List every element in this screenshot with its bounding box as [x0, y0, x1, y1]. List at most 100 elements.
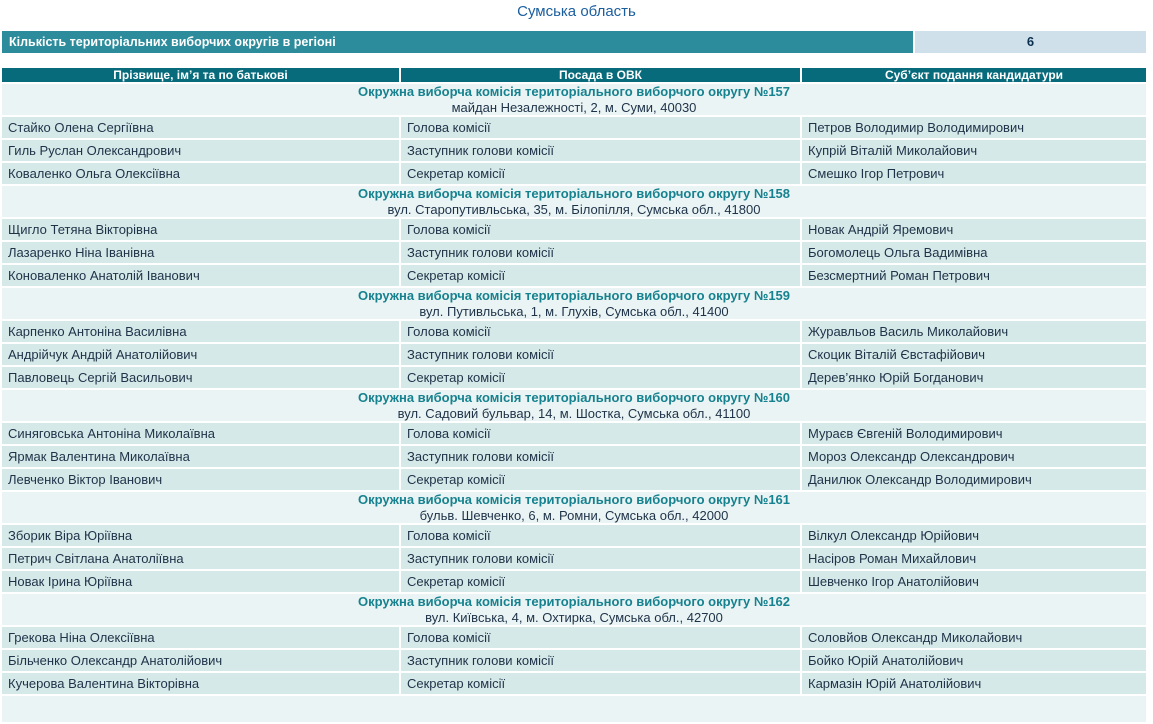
member-position-cell: Секретар комісії [401, 673, 800, 694]
district-address: майдан Незалежності, 2, м. Суми, 40030 [451, 100, 697, 115]
member-row: Павловець Сергій Васильович Секретар комі… [2, 367, 1146, 388]
member-position-cell: Голова комісії [401, 525, 800, 546]
member-row: Лазаренко Ніна Іванівна Заступник голови … [2, 242, 1146, 263]
member-row: Карпенко Антоніна Василівна Голова комісі… [2, 321, 1146, 342]
district-address: вул. Київська, 4, м. Охтирка, Сумська об… [425, 610, 723, 625]
member-name-cell: Левченко Віктор Іванович [2, 469, 399, 490]
member-row: Синяговська Антоніна Миколаївна Голова ко… [2, 423, 1146, 444]
member-row: Ярмак Валентина Миколаївна Заступник голо… [2, 446, 1146, 467]
district-section-header-row: Окружна виборча комісія територіального … [2, 288, 1146, 319]
member-nominator-cell: Шевченко Ігор Анатолійович [802, 571, 1146, 592]
member-row: Щигло Тетяна Вікторівна Голова комісії Нов… [2, 219, 1146, 240]
partial-next-section-cell [2, 696, 1146, 722]
member-nominator-cell: Вілкул Олександр Юрійович [802, 525, 1146, 546]
member-name-cell: Коноваленко Анатолій Іванович [2, 265, 399, 286]
member-position-cell: Заступник голови комісії [401, 548, 800, 569]
member-nominator-cell: Насіров Роман Михайлович [802, 548, 1146, 569]
member-name-cell: Новак Ірина Юріївна [2, 571, 399, 592]
district-section-header-cell: Окружна виборча комісія територіального … [2, 84, 1146, 115]
district-title: Окружна виборча комісія територіального … [357, 186, 791, 201]
member-name-cell: Лазаренко Ніна Іванівна [2, 242, 399, 263]
member-name-cell: Грекова Ніна Олексіївна [2, 627, 399, 648]
district-section-header-row: Окружна виборча комісія територіального … [2, 390, 1146, 421]
summary-divider [913, 31, 915, 53]
summary-bar: Кількість територіальних виборчих округі… [2, 31, 1146, 53]
district-title: Окружна виборча комісія територіального … [357, 390, 791, 405]
member-row: Новак Ірина Юріївна Секретар комісії Шевче… [2, 571, 1146, 592]
member-name-cell: Петрич Світлана Анатоліївна [2, 548, 399, 569]
member-name-cell: Павловець Сергій Васильович [2, 367, 399, 388]
member-position-cell: Секретар комісії [401, 571, 800, 592]
member-position-cell: Секретар комісії [401, 367, 800, 388]
summary-value: 6 [915, 31, 1146, 53]
member-position-cell: Секретар комісії [401, 469, 800, 490]
district-title: Окружна виборча комісія територіального … [357, 492, 791, 507]
member-row: Коваленко Ольга Олексіївна Секретар коміс… [2, 163, 1146, 184]
member-nominator-cell: Бойко Юрій Анатолійович [802, 650, 1146, 671]
member-name-cell: Синяговська Антоніна Миколаївна [2, 423, 399, 444]
member-position-cell: Заступник голови комісії [401, 242, 800, 263]
member-position-cell: Голова комісії [401, 627, 800, 648]
district-address: вул. Садовий бульвар, 14, м. Шостка, Сум… [397, 406, 751, 421]
member-nominator-cell: Мураєв Євгеній Володимирович [802, 423, 1146, 444]
district-title: Окружна виборча комісія територіального … [357, 288, 791, 303]
table-header-row: Прізвище, ім’я та по батькові Посада в О… [2, 68, 1146, 82]
district-section-header-cell: Окружна виборча комісія територіального … [2, 492, 1146, 523]
column-header-nominator: Суб’єкт подання кандидатури [802, 68, 1146, 82]
member-name-cell: Більченко Олександр Анатолійович [2, 650, 399, 671]
page-title: Сумська область [517, 3, 636, 20]
member-nominator-cell: Дерев’янко Юрій Богданович [802, 367, 1146, 388]
table-body: Окружна виборча комісія територіального … [2, 84, 1146, 722]
district-section-header-row: Окружна виборча комісія територіального … [2, 84, 1146, 115]
member-row: Кучерова Валентина Вікторівна Секретар ко… [2, 673, 1146, 694]
member-row: Андрійчук Андрій Анатолійович Заступник г… [2, 344, 1146, 365]
member-row: Левченко Віктор Іванович Секретар комісії… [2, 469, 1146, 490]
member-nominator-cell: Соловйов Олександр Миколайович [802, 627, 1146, 648]
member-position-cell: Голова комісії [401, 321, 800, 342]
member-position-cell: Заступник голови комісії [401, 446, 800, 467]
district-section-header-row: Окружна виборча комісія територіального … [2, 492, 1146, 523]
member-name-cell: Щигло Тетяна Вікторівна [2, 219, 399, 240]
member-nominator-cell: Купрій Віталій Миколайович [802, 140, 1146, 161]
member-nominator-cell: Данилюк Олександр Володимирович [802, 469, 1146, 490]
member-name-cell: Кучерова Валентина Вікторівна [2, 673, 399, 694]
member-position-cell: Заступник голови комісії [401, 140, 800, 161]
district-address: вул. Старопутивльська, 35, м. Білопілля,… [387, 202, 761, 217]
member-position-cell: Голова комісії [401, 423, 800, 444]
column-header-name: Прізвище, ім’я та по батькові [2, 68, 399, 82]
member-name-cell: Ярмак Валентина Миколаївна [2, 446, 399, 467]
member-row: Коноваленко Анатолій Іванович Секретар ко… [2, 265, 1146, 286]
member-nominator-cell: Скоцик Віталій Євстафійович [802, 344, 1146, 365]
member-nominator-cell: Смешко Ігор Петрович [802, 163, 1146, 184]
district-address: бульв. Шевченко, 6, м. Ромни, Сумська об… [419, 508, 729, 523]
member-row: Грекова Ніна Олексіївна Голова комісії Сол… [2, 627, 1146, 648]
member-nominator-cell: Петров Володимир Володимирович [802, 117, 1146, 138]
district-section-header-cell: Окружна виборча комісія територіального … [2, 186, 1146, 217]
district-title: Окружна виборча комісія територіального … [357, 594, 791, 609]
district-title: Окружна виборча комісія територіального … [357, 84, 791, 99]
member-name-cell: Коваленко Ольга Олексіївна [2, 163, 399, 184]
member-position-cell: Секретар комісії [401, 265, 800, 286]
member-nominator-cell: Новак Андрій Яремович [802, 219, 1146, 240]
partial-next-section-row [2, 696, 1146, 722]
member-nominator-cell: Богомолець Ольга Вадимівна [802, 242, 1146, 263]
member-nominator-cell: Безсмертний Роман Петрович [802, 265, 1146, 286]
district-address: вул. Путивльська, 1, м. Глухів, Сумська … [419, 304, 729, 319]
member-nominator-cell: Мороз Олександр Олександрович [802, 446, 1146, 467]
commissions-table: Прізвище, ім’я та по батькові Посада в О… [0, 66, 1148, 724]
member-row: Зборик Віра Юріївна Голова комісії Вілкул … [2, 525, 1146, 546]
district-section-header-row: Окружна виборча комісія територіального … [2, 186, 1146, 217]
summary-label: Кількість територіальних виборчих округі… [2, 31, 913, 53]
member-row: Гиль Руслан Олександрович Заступник голов… [2, 140, 1146, 161]
member-row: Стайко Олена Сергіївна Голова комісії Петр… [2, 117, 1146, 138]
member-row: Більченко Олександр Анатолійович Заступни… [2, 650, 1146, 671]
member-position-cell: Заступник голови комісії [401, 344, 800, 365]
district-section-header-cell: Окружна виборча комісія територіального … [2, 594, 1146, 625]
member-name-cell: Гиль Руслан Олександрович [2, 140, 399, 161]
district-section-header-row: Окружна виборча комісія територіального … [2, 594, 1146, 625]
member-name-cell: Зборик Віра Юріївна [2, 525, 399, 546]
member-name-cell: Стайко Олена Сергіївна [2, 117, 399, 138]
member-nominator-cell: Журавльов Василь Миколайович [802, 321, 1146, 342]
member-position-cell: Голова комісії [401, 219, 800, 240]
